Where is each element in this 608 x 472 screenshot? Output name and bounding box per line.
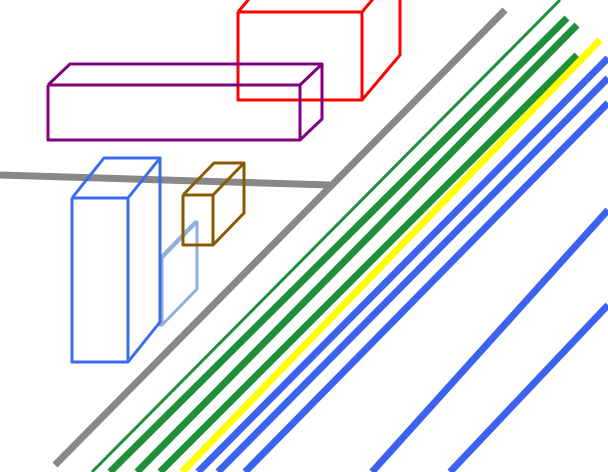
red-box-side: [360, 0, 402, 101]
blue-lane: [215, 75, 608, 472]
green-lane: [157, 52, 580, 472]
green-lane: [107, 15, 570, 472]
blue-box-side: [126, 158, 162, 363]
blue-lane: [242, 100, 608, 472]
blue-lane: [447, 302, 608, 472]
purple-box-top: [46, 62, 324, 87]
road-edge: [52, 7, 508, 468]
yellow-lane: [179, 37, 603, 472]
lightblue-box-top: [158, 220, 199, 260]
brown-box-top: [181, 161, 246, 197]
blue-box-top: [70, 156, 162, 199]
green-lane: [90, 0, 562, 472]
red-box-top: [236, 0, 375, 13]
purple-box-side: [298, 64, 324, 142]
road-edge: [0, 171, 331, 189]
brown-box-side: [211, 163, 246, 247]
green-lane: [134, 22, 580, 472]
blue-box-front: [70, 196, 130, 364]
blue-lane: [195, 55, 608, 472]
purple-box-front: [46, 83, 302, 142]
blue-lane: [369, 207, 608, 472]
